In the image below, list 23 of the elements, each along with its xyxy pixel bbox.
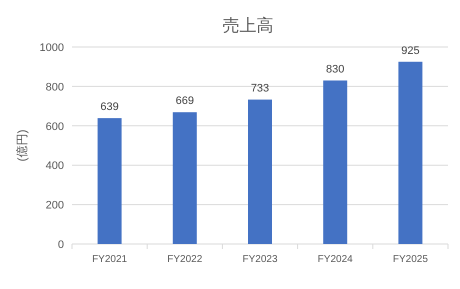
y-tick-label: 0 bbox=[58, 239, 64, 251]
y-tick-label: 200 bbox=[46, 200, 64, 212]
chart-title: 売上高 bbox=[222, 16, 274, 35]
x-tick-label: FY2023 bbox=[242, 254, 278, 265]
data-label: 733 bbox=[250, 82, 270, 95]
y-axis-title: (億円) bbox=[15, 130, 29, 162]
x-tick-label: FY2021 bbox=[92, 254, 128, 265]
x-tick-label: FY2025 bbox=[392, 254, 428, 265]
bar bbox=[98, 118, 122, 244]
bar bbox=[323, 80, 348, 244]
x-tick-label: FY2022 bbox=[167, 254, 203, 265]
data-label: 830 bbox=[326, 63, 344, 76]
x-tick-label: FY2024 bbox=[318, 254, 354, 265]
bar bbox=[248, 100, 272, 244]
y-tick-label: 600 bbox=[46, 120, 64, 133]
bar bbox=[398, 62, 422, 244]
y-tick-label: 400 bbox=[46, 160, 64, 172]
data-label: 925 bbox=[401, 44, 420, 57]
bar bbox=[172, 112, 197, 244]
data-label: 669 bbox=[176, 95, 194, 108]
data-label: 639 bbox=[100, 101, 119, 114]
y-tick-label: 800 bbox=[46, 81, 64, 94]
y-tick-label: 1000 bbox=[40, 42, 64, 54]
